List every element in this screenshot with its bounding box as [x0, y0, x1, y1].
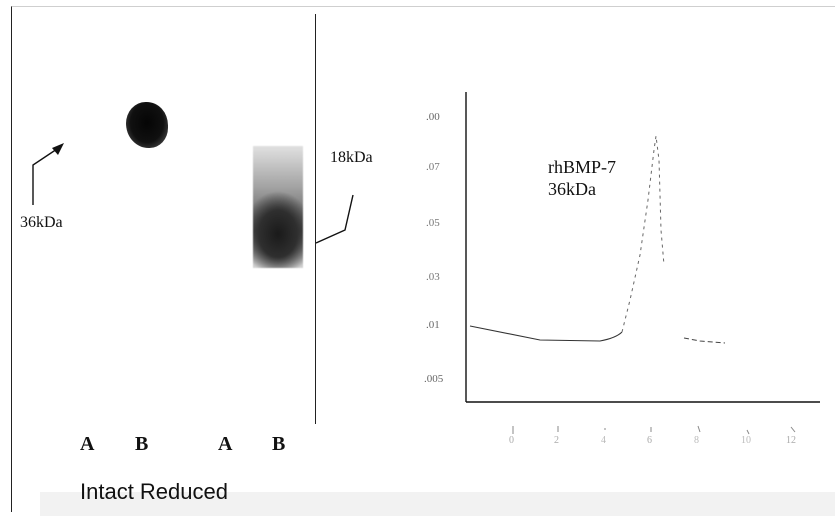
- y-tick-label: .01: [426, 319, 440, 331]
- chromatogram-trace-baseline: [469, 325, 623, 342]
- peak-annotation-mass: 36kDa: [548, 179, 596, 199]
- x-tick-label: 4: [601, 435, 606, 446]
- figure-frame: [11, 6, 835, 512]
- panel-divider: [315, 14, 316, 424]
- chromatogram-x-tick-marks: [512, 425, 796, 435]
- marker-36kda-label: 36kDa: [20, 214, 63, 231]
- y-tick-label: .07: [426, 161, 440, 173]
- peak-annotation-name: rhBMP-7: [548, 157, 617, 177]
- x-tick-label: 12: [786, 435, 796, 446]
- marker-18kda-label: 18kDa: [330, 149, 373, 166]
- marker-36kda-arrow: [32, 146, 61, 205]
- marker-18kda-pointer: [315, 194, 354, 244]
- lane-label-reduced-b: B: [272, 433, 286, 455]
- x-tick-label: 2: [554, 435, 559, 446]
- x-tick-label: 6: [647, 435, 652, 446]
- x-tick-label: 8: [694, 435, 699, 446]
- y-tick-label: .00: [426, 111, 440, 123]
- y-tick-label: .03: [426, 271, 440, 283]
- chromatogram-trace-peak: [621, 135, 665, 333]
- x-tick-label: 0: [509, 435, 514, 446]
- lane-label-reduced-a: A: [218, 433, 233, 455]
- marker-36kda-arrowhead: [52, 143, 64, 155]
- gel-band-intact-lane-b: [126, 102, 168, 148]
- lane-label-intact-b: B: [135, 433, 149, 455]
- bottom-strip: [40, 492, 835, 516]
- gel-caption: Intact Reduced: [80, 479, 228, 504]
- x-tick-label: 10: [741, 435, 751, 446]
- y-tick-label: .005: [424, 373, 444, 385]
- chromatogram-trace-tail: [683, 337, 726, 344]
- y-tick-label: .05: [426, 217, 440, 229]
- gel-band-reduced-lane-b: [253, 146, 303, 268]
- lane-label-intact-a: A: [80, 433, 95, 455]
